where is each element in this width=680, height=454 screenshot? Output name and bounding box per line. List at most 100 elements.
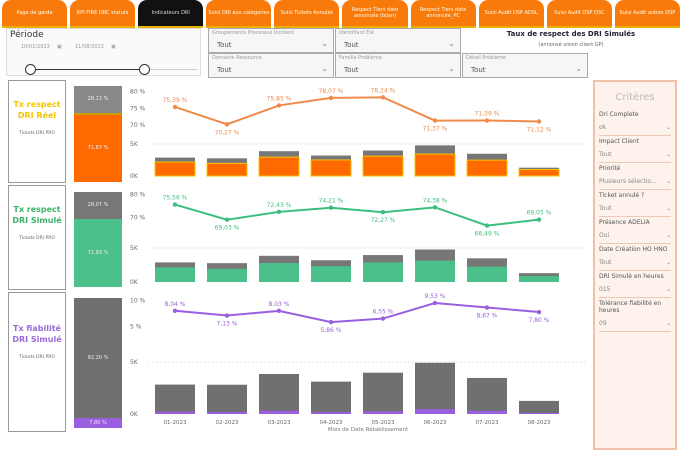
tab[interactable]: Suivi Tickets Annulés	[274, 0, 340, 28]
period-slider[interactable]	[25, 64, 199, 75]
stack-segment: 28,13 %	[74, 86, 122, 113]
period-label: Période	[10, 30, 44, 40]
criteria-dropdown[interactable]: ok ⌄	[599, 124, 671, 131]
filter-value: Tout	[217, 66, 232, 74]
criteria-filter[interactable]: Dri Complete ok ⌄	[599, 109, 671, 136]
bar-segment-main	[414, 153, 456, 177]
tab[interactable]: KPI FIRE DRC statuts	[70, 0, 136, 28]
data-point	[484, 223, 490, 228]
filter-identifiant[interactable]: Identifiant Elé Tout ⌄	[335, 28, 461, 53]
page-title: Taux de respect des DRI Simulés	[506, 30, 636, 38]
kpi-title: Tx respect DRI Simulé	[12, 205, 62, 225]
chart-dri-reel: 80 % 75 % 70 % 5K 0K 75,39 % 70,27 % 75,85 % 78,…	[130, 87, 588, 180]
bar-segment-rest	[519, 400, 559, 414]
bar-segment-rest	[207, 384, 247, 414]
data-label: 75,85 %	[267, 95, 292, 102]
data-label: 8,03 %	[269, 301, 290, 308]
x-tick-label: 08-2023	[528, 420, 551, 426]
criteria-value: Oui	[599, 232, 610, 239]
x-tick-label: 05-2023	[372, 420, 395, 426]
bar-segment-main	[206, 162, 248, 177]
tab[interactable]: Suivi Audit DSP DSC	[546, 0, 612, 28]
data-label: 5,86 %	[321, 327, 342, 334]
chevron-down-icon: ⌄	[448, 64, 455, 73]
stacked-bar-fiabilite: 92,20 % 7,80 %	[74, 298, 122, 428]
bar-segment-rest	[311, 381, 351, 414]
criteria-dropdown[interactable]: 015 ⌄	[599, 286, 671, 293]
criteria-dropdown[interactable]: Tout ⌄	[599, 151, 671, 158]
criteria-filter[interactable]: Présence ADELIA Oui ⌄	[599, 217, 671, 244]
data-label: 74,38 %	[423, 197, 448, 204]
slider-end-handle[interactable]	[139, 64, 150, 75]
y-tick-label: 5 %	[130, 324, 142, 331]
chart-dri-simule: 80 % 70 % 5K 0K 75,56 % 69,03 % 72,43 % 74,21 %…	[130, 191, 588, 286]
x-tick-label: 02-2023	[216, 420, 239, 426]
criteria-dropdown[interactable]: 09 ⌄	[599, 320, 671, 327]
criteria-dropdown[interactable]: Plusieurs sélectio... ⌄	[599, 178, 671, 185]
calendar-icon[interactable]: ▣	[57, 44, 62, 50]
tab[interactable]: Respect Tiers date annoncée_PC	[410, 0, 476, 28]
bar-segment-main	[259, 410, 299, 414]
x-tick-label: 01-2023	[164, 420, 187, 426]
data-label: 66,49 %	[475, 231, 500, 238]
bar-segment-main	[258, 156, 300, 177]
y-tick-label: 0K	[130, 411, 139, 418]
bar-segment-main	[467, 410, 507, 414]
data-point	[328, 205, 334, 210]
filter-domaine[interactable]: Domaine Ressource Tout ⌄	[208, 53, 334, 78]
bar-segment-rest	[467, 377, 507, 414]
tab[interactable]: Suivi DRI aux catégories	[206, 0, 272, 28]
data-point	[380, 95, 386, 100]
data-label: 71,39 %	[475, 111, 500, 118]
filter-label: Famille Problème	[339, 55, 382, 61]
criteria-filter[interactable]: Ticket annulé ? Tout ⌄	[599, 190, 671, 217]
stacked-bar-simule: 28,07 % 71,93 %	[74, 192, 122, 287]
stack-segment: 7,80 %	[74, 417, 122, 428]
bar-segment-main	[518, 169, 560, 177]
criteria-value: Plusieurs sélectio...	[599, 178, 657, 185]
bar-segment-rest	[363, 372, 403, 414]
tab[interactable]: Page de garde	[2, 0, 68, 28]
criteria-label: Dri Complete	[599, 111, 639, 118]
criteria-value: Tout	[599, 151, 612, 158]
criteria-filter[interactable]: Priorité Plusieurs sélectio... ⌄	[599, 163, 671, 190]
criteria-filter[interactable]: DRI Simulé en heures 015 ⌄	[599, 271, 671, 298]
tab[interactable]: Respect Tiers date annoncée (bilan)	[342, 0, 408, 28]
criteria-panel: Critères Dri Complete ok ⌄ Impact Client Tou…	[593, 80, 677, 450]
filter-detail[interactable]: Détail Problème Tout ⌄	[462, 53, 588, 78]
criteria-filter[interactable]: Tolérance fiabilité en heures 09 ⌄	[599, 298, 671, 332]
chart-fiabilite: 10 % 5 % 5K 0K 01-2023 02-2023 03-2023 04-2023 0…	[130, 293, 588, 432]
series-line	[174, 96, 540, 126]
criteria-filter[interactable]: Date Création HO HNO Tout ⌄	[599, 244, 671, 271]
data-label: 8,04 %	[165, 301, 186, 308]
tab[interactable]: Suivi Audit DSP ADSL	[478, 0, 544, 28]
data-point	[484, 305, 490, 310]
bar-segment-main	[415, 409, 455, 414]
calendar-icon[interactable]: ▣	[111, 44, 116, 50]
tab-active[interactable]: Indicateurs DRI	[138, 0, 204, 28]
filter-groupements[interactable]: Groupements Processus Incident Tout ⌄	[208, 28, 334, 53]
filter-value: Tout	[217, 41, 232, 49]
filter-famille[interactable]: Famille Problème Tout ⌄	[335, 53, 461, 78]
kpi-card-fiabilite: Tx fiabilité DRI Simulé Tickets DRI PRO	[8, 292, 66, 432]
y-tick-label: 5K	[130, 141, 139, 148]
criteria-dropdown[interactable]: Tout ⌄	[599, 259, 671, 266]
criteria-dropdown[interactable]: Oui ⌄	[599, 232, 671, 239]
slider-start-handle[interactable]	[25, 64, 36, 75]
bar-segment-rest	[259, 373, 299, 414]
start-date-input[interactable]: 10/01/2023	[21, 44, 50, 50]
bar-segment-main	[311, 412, 351, 414]
period-slicer: Période 10/01/2023 ▣ 11/08/2023 ▣	[6, 28, 201, 76]
filter-value: Tout	[344, 66, 359, 74]
chevron-down-icon: ⌄	[665, 124, 671, 131]
criteria-filter[interactable]: Impact Client Tout ⌄	[599, 136, 671, 163]
y-tick-label: 80 %	[130, 88, 146, 95]
filter-label: Groupements Processus Incident	[212, 30, 295, 36]
chevron-down-icon: ⌄	[665, 178, 671, 185]
criteria-dropdown[interactable]: Tout ⌄	[599, 205, 671, 212]
x-tick-label: 03-2023	[268, 420, 291, 426]
data-point	[224, 217, 230, 222]
end-date-input[interactable]: 11/08/2023	[75, 44, 104, 50]
data-label: 69,05 %	[527, 210, 552, 217]
tab[interactable]: Suivi Audit autres DSP	[614, 0, 680, 28]
